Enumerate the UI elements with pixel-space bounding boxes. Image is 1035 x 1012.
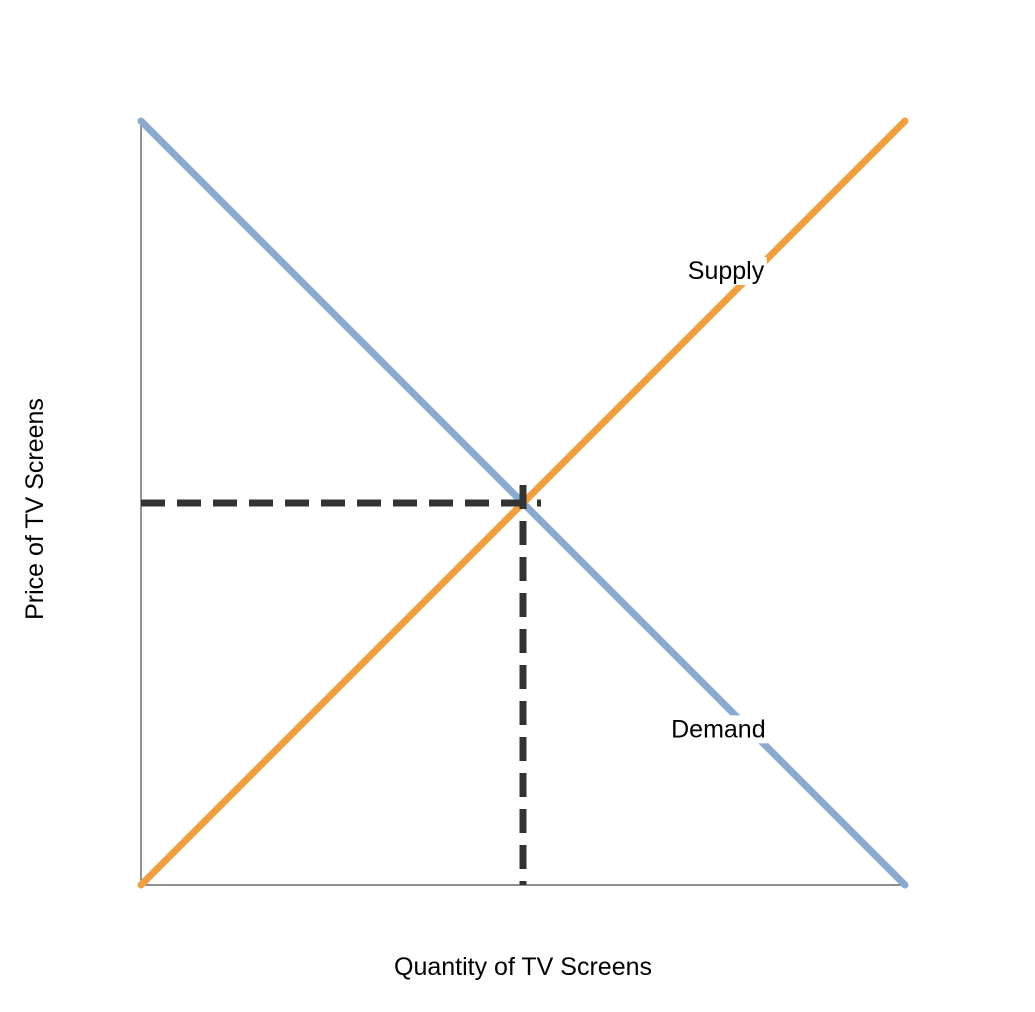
demand-label: Demand [671,715,766,743]
y-axis-label: Price of TV Screens [21,398,49,620]
supply-label-group: Supply [685,256,767,285]
demand-label-background [669,715,768,744]
demand-label-group: Demand [669,715,768,744]
supply-label: Supply [688,257,765,285]
x-axis-label: Quantity of TV Screens [394,953,652,981]
supply-label-background [685,256,767,285]
equilibrium-guides [141,485,541,885]
series-labels: Supply Demand [669,256,768,744]
